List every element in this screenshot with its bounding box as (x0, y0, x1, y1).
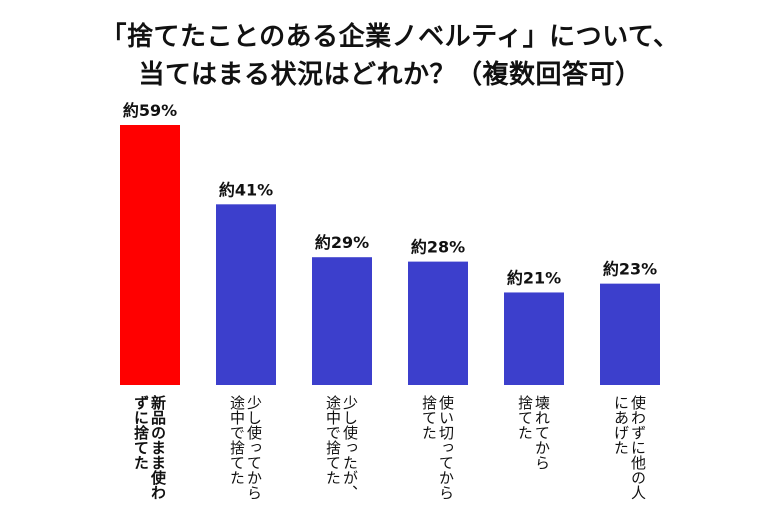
category-label-4: 使い切ってから 捨てた (420, 395, 455, 500)
chart-title-line-1: 「捨てたことのある企業ノベルティ」について、 (100, 22, 680, 52)
data-label-3: 約29% (315, 233, 369, 252)
bar-3 (312, 257, 372, 385)
bar-5 (504, 292, 564, 385)
chart-title-line-2: 当てはまる状況はどれか？（複数回答可） (138, 60, 642, 90)
bar-1 (120, 125, 180, 385)
category-label-2: 少し使ってから 途中で捨てた (228, 395, 263, 500)
bar-4 (408, 261, 468, 385)
category-label-1: 新品のまま使わ ずに捨てた (132, 395, 167, 500)
data-label-2: 約41% (219, 180, 273, 199)
data-label-4: 約28% (411, 238, 465, 257)
category-label-5: 壊れてから 捨てた (516, 395, 551, 470)
bar-6 (600, 283, 660, 385)
data-label-1: 約59% (123, 101, 177, 120)
category-label-6: 使わずに他の人 にあげた (612, 395, 647, 500)
bar-2 (216, 204, 276, 385)
data-label-6: 約23% (603, 260, 657, 279)
category-label-3: 少し使ったが、 途中で捨てた (324, 395, 359, 500)
data-label-5: 約21% (507, 268, 561, 287)
